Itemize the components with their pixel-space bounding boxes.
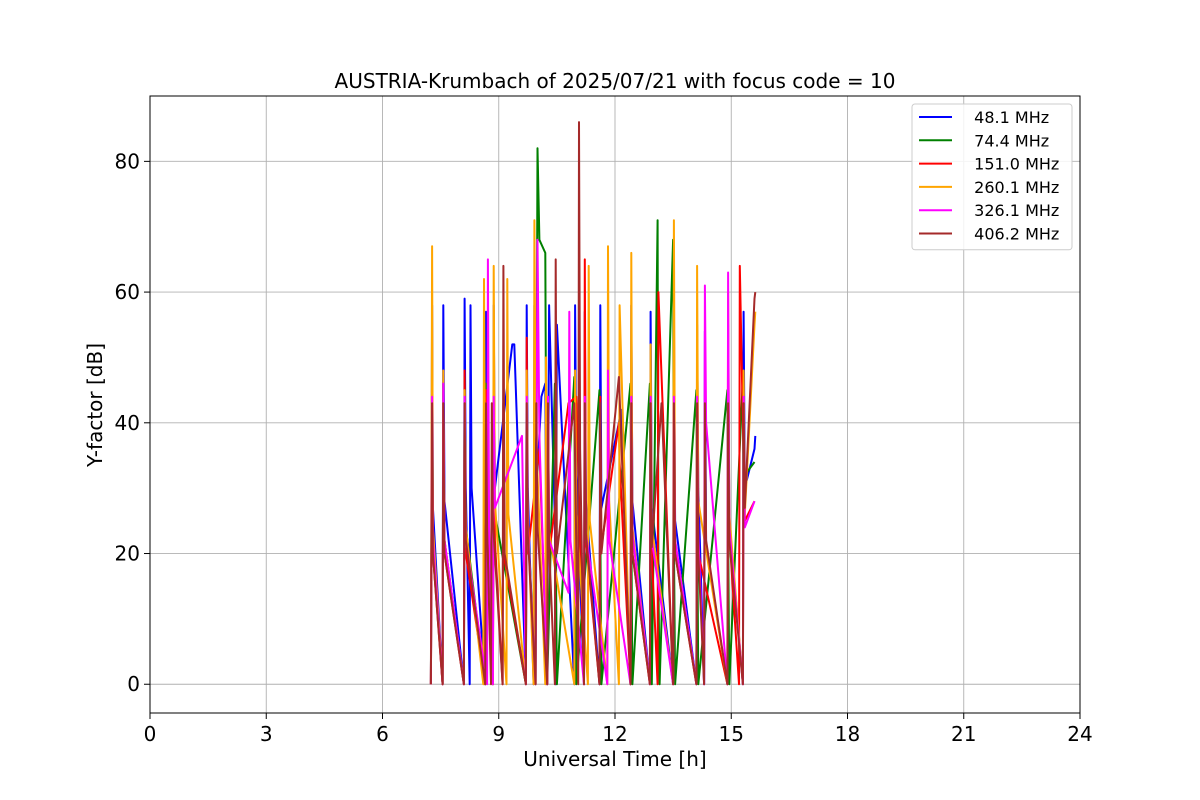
chart-title: AUSTRIA-Krumbach of 2025/07/21 with focu… bbox=[335, 69, 896, 93]
x-tick-label: 24 bbox=[1067, 722, 1092, 746]
y-tick-label: 20 bbox=[115, 542, 140, 566]
legend-label: 151.0 MHz bbox=[964, 155, 1059, 174]
x-tick-label: 21 bbox=[951, 722, 976, 746]
x-tick-label: 0 bbox=[144, 722, 157, 746]
x-tick-label: 9 bbox=[492, 722, 505, 746]
x-tick-label: 18 bbox=[835, 722, 860, 746]
x-axis-label: Universal Time [h] bbox=[523, 747, 706, 771]
legend-label: 260.1 MHz bbox=[964, 178, 1059, 197]
y-axis-label: Y-factor [dB] bbox=[83, 343, 107, 468]
x-tick-label: 6 bbox=[376, 722, 389, 746]
legend-label: 48.1 MHz bbox=[964, 108, 1049, 127]
y-tick-label: 40 bbox=[115, 411, 140, 435]
series-lines bbox=[429, 121, 757, 686]
x-tick-label: 12 bbox=[602, 722, 627, 746]
x-tick-label: 15 bbox=[719, 722, 744, 746]
legend: 48.1 MHz 74.4 MHz 151.0 MHz 260.1 MHz 32… bbox=[911, 103, 1073, 251]
legend-label: 406.2 MHz bbox=[964, 225, 1059, 244]
x-tick-label: 3 bbox=[260, 722, 273, 746]
y-tick-label: 0 bbox=[127, 672, 140, 696]
y-tick-label: 80 bbox=[115, 149, 140, 173]
axis-ticks: 0 3 6 9 12 15 18 21 24 0 20 40 60 80 bbox=[115, 149, 1093, 746]
legend-label: 326.1 MHz bbox=[964, 201, 1059, 220]
series-line bbox=[429, 121, 757, 686]
legend-label: 74.4 MHz bbox=[964, 131, 1049, 150]
y-tick-label: 60 bbox=[115, 280, 140, 304]
